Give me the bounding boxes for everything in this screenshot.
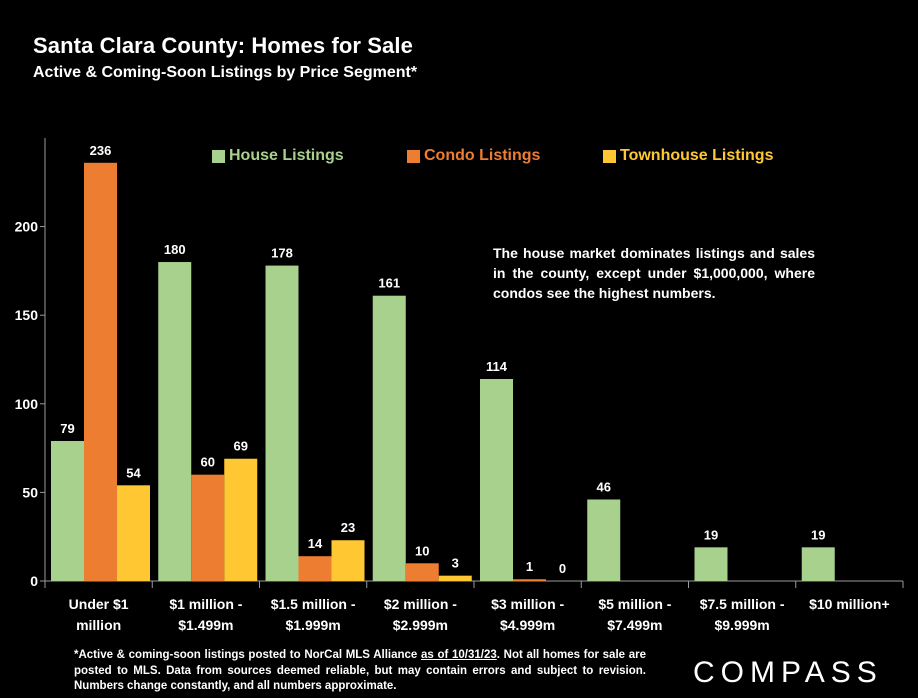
legend-condo-swatch — [407, 149, 420, 163]
x-tick-label: $5 million - — [598, 596, 671, 612]
x-tick-label: $1 million - — [169, 596, 242, 612]
bar-data-label: 0 — [559, 561, 566, 576]
bar-data-label: 180 — [164, 242, 186, 257]
y-tick-label: 100 — [15, 396, 39, 412]
bar-data-label: 3 — [452, 556, 459, 571]
x-tick-label: $10 million+ — [809, 596, 890, 612]
chart-title: Santa Clara County: Homes for Sale — [33, 33, 413, 58]
bar — [480, 378, 513, 581]
bar-data-label: 46 — [597, 479, 611, 494]
bar-data-label: 60 — [201, 455, 215, 470]
legend-townhouse-swatch — [603, 149, 616, 163]
footnote-text-before: *Active & coming-soon listings posted to… — [74, 649, 421, 661]
y-tick-label: 200 — [15, 219, 39, 235]
bar — [438, 575, 472, 581]
y-tick-label: 150 — [15, 307, 39, 323]
bar — [801, 547, 835, 581]
legend-condo: Condo Listings — [407, 145, 540, 167]
x-tick-label: $7.5 million - — [700, 596, 785, 612]
legend-house-label: House Listings — [229, 147, 344, 164]
x-tick-label: Under $1 — [69, 596, 129, 612]
bar-data-label: 236 — [90, 143, 112, 158]
bar-data-label: 69 — [234, 439, 248, 454]
x-tick-label: $4.999m — [500, 617, 555, 633]
x-tick-label: $1.499m — [178, 617, 233, 633]
x-tick-label: $9.999m — [714, 617, 769, 633]
x-tick-label: $7.499m — [607, 617, 662, 633]
bar — [224, 458, 258, 581]
y-tick-label: 0 — [30, 573, 38, 589]
bar-data-label: 178 — [271, 246, 293, 261]
bar — [84, 162, 117, 582]
y-tick-label: 50 — [22, 484, 38, 500]
chart-subtitle: Active & Coming-Soon Listings by Price S… — [33, 64, 418, 81]
legend-townhouse-label: Townhouse Listings — [620, 147, 774, 164]
bar — [298, 556, 332, 581]
legend-house-swatch — [212, 149, 225, 163]
bar-data-label: 14 — [308, 536, 323, 551]
footnote-date: as of 10/31/23 — [421, 649, 497, 661]
bar — [405, 563, 439, 581]
bar-data-label: 19 — [704, 527, 718, 542]
x-tick-label: $2.999m — [393, 617, 448, 633]
bar — [191, 474, 225, 581]
x-tick-label: $2 million - — [384, 596, 457, 612]
bar — [158, 262, 192, 581]
bar — [51, 441, 84, 581]
legend-house: House Listings — [212, 145, 344, 167]
bar-data-label: 10 — [415, 543, 429, 558]
bar — [372, 295, 406, 581]
bar — [694, 547, 728, 581]
compass-logo: COMPASS — [693, 656, 883, 689]
bar-data-label: 114 — [486, 359, 508, 374]
legend-condo-label: Condo Listings — [424, 147, 541, 164]
bar — [513, 579, 546, 581]
bar-data-label: 79 — [60, 421, 74, 436]
bar — [265, 265, 299, 581]
x-tick-label: $3 million - — [491, 596, 564, 612]
chart-annotation: The house market dominates listings and … — [493, 245, 815, 301]
legend-townhouse: Townhouse Listings — [603, 145, 773, 167]
bar-data-label: 19 — [811, 527, 825, 542]
bar — [331, 540, 365, 581]
bar-data-label: 1 — [526, 559, 533, 574]
bar — [587, 499, 621, 581]
x-tick-label: $1.5 million - — [271, 596, 356, 612]
bar-data-label: 54 — [126, 465, 141, 480]
bar — [117, 485, 150, 581]
x-tick-label: $1.999m — [285, 617, 340, 633]
x-tick-label: million — [76, 617, 121, 633]
footnote: *Active & coming-soon listings posted to… — [74, 648, 646, 695]
footnote-text-after: . Not all homes for sale are posted to M… — [74, 649, 646, 692]
bar-data-label: 23 — [341, 520, 355, 535]
bar-data-label: 161 — [378, 276, 400, 291]
